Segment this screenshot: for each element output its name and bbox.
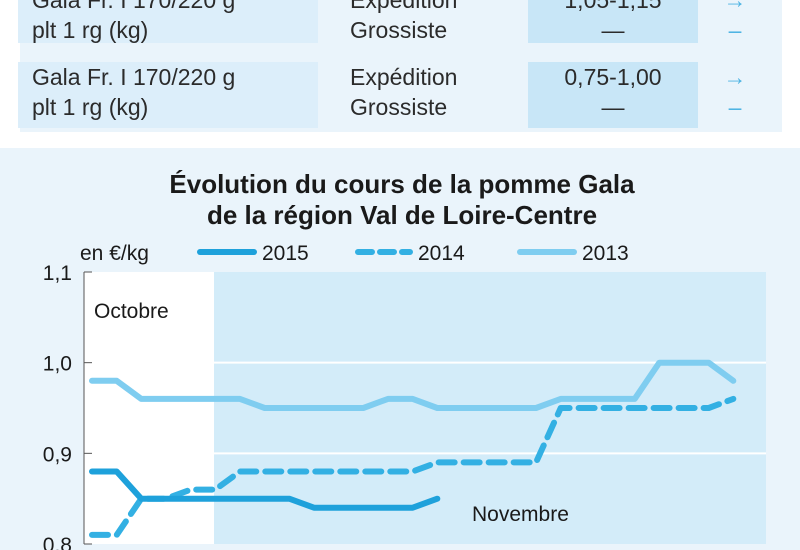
y-axis-label: en €/kg [80,242,149,265]
product-cell: Gala Fr. I 170/220 g plt 1 rg (kg) [18,62,318,128]
price-line1: 0,75-1,00 [564,64,662,90]
table-row: Gala Fr. I 170/220 g plt 1 rg (kg) Expéd… [18,62,762,128]
stade-cell: Expédition Grossiste [328,0,548,43]
stade-cell: Expédition Grossiste [328,62,548,120]
series-line-2014 [89,395,737,538]
chart-title-line1: Évolution du cours de la pomme Gala [169,169,635,199]
price-cell: 1,05-1,15 — [528,0,698,43]
y-ticks: 1,1 1,0 0,9 0,8 [43,262,92,550]
product-line2: plt 1 rg (kg) [32,17,149,43]
series-line-2013 [89,359,737,411]
table-row: Gala Fr. I 170/220 g plt 1 rg (kg) Expéd… [18,0,762,58]
legend-label-2014: 2014 [418,242,465,265]
product-line1: Gala Fr. I 170/220 g [32,64,236,90]
stade-line1: Expédition [350,0,458,13]
y-tick-label: 0,9 [43,443,72,466]
trend-arrow-icon: → [723,0,747,13]
trend-dash: – [728,17,742,43]
product-line1: Gala Fr. I 170/220 g [32,0,236,13]
trend-cell: → – [708,0,762,43]
trend-arrow-icon: → [723,64,747,90]
y-tick-label: 1,0 [43,353,72,376]
series-line-2015 [89,468,441,511]
price-line2: — [601,94,625,120]
y-tick-label: 1,1 [43,262,72,285]
y-tick-label: 0,8 [43,534,72,550]
chart-title-line2: de la région Val de Loire-Centre [207,200,597,230]
legend-label-2013: 2013 [582,242,629,265]
gridlines [84,361,766,455]
product-line2: plt 1 rg (kg) [32,94,149,120]
stade-line1: Expédition [350,64,458,90]
annotation-october: Octobre [94,300,169,323]
trend-cell: → – [708,62,762,120]
stade-line2: Grossiste [350,94,448,120]
annotation-november: Novembre [472,503,569,526]
legend-label-2015: 2015 [262,242,309,265]
legend: 2015 2014 2013 [197,242,629,265]
stade-line2: Grossiste [350,17,448,43]
product-cell: Gala Fr. I 170/220 g plt 1 rg (kg) [18,0,318,43]
trend-dash: – [728,94,742,120]
series-lines [89,359,737,538]
price-line1: 1,05-1,15 [564,0,662,13]
price-cell: 0,75-1,00 — [528,62,698,128]
price-line2: — [601,17,625,43]
